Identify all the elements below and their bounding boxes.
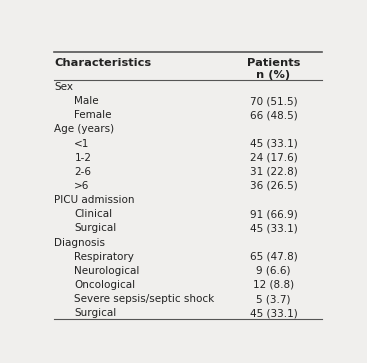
Text: Diagnosis: Diagnosis <box>54 237 105 248</box>
Text: 91 (66.9): 91 (66.9) <box>250 209 297 219</box>
Text: 5 (3.7): 5 (3.7) <box>256 294 291 304</box>
Text: Patients: Patients <box>247 57 300 68</box>
Text: 24 (17.6): 24 (17.6) <box>250 153 297 163</box>
Text: Respiratory: Respiratory <box>74 252 134 262</box>
Text: 31 (22.8): 31 (22.8) <box>250 167 297 177</box>
Text: n (%): n (%) <box>257 70 290 80</box>
Text: 45 (33.1): 45 (33.1) <box>250 139 297 148</box>
Text: 45 (33.1): 45 (33.1) <box>250 308 297 318</box>
Text: Female: Female <box>74 110 112 120</box>
Text: Age (years): Age (years) <box>54 125 115 134</box>
Text: 12 (8.8): 12 (8.8) <box>253 280 294 290</box>
Text: 66 (48.5): 66 (48.5) <box>250 110 297 120</box>
Text: Neurological: Neurological <box>74 266 140 276</box>
Text: 2-6: 2-6 <box>74 167 91 177</box>
Text: 45 (33.1): 45 (33.1) <box>250 223 297 233</box>
Text: PICU admission: PICU admission <box>54 195 135 205</box>
Text: Clinical: Clinical <box>74 209 112 219</box>
Text: Oncological: Oncological <box>74 280 135 290</box>
Text: >6: >6 <box>74 181 90 191</box>
Text: Surgical: Surgical <box>74 223 117 233</box>
Text: Male: Male <box>74 96 99 106</box>
Text: 9 (6.6): 9 (6.6) <box>256 266 291 276</box>
Text: <1: <1 <box>74 139 90 148</box>
Text: 65 (47.8): 65 (47.8) <box>250 252 297 262</box>
Text: 70 (51.5): 70 (51.5) <box>250 96 297 106</box>
Text: Sex: Sex <box>54 82 73 92</box>
Text: 36 (26.5): 36 (26.5) <box>250 181 297 191</box>
Text: Surgical: Surgical <box>74 308 117 318</box>
Text: Severe sepsis/septic shock: Severe sepsis/septic shock <box>74 294 215 304</box>
Text: Characteristics: Characteristics <box>54 58 152 68</box>
Text: 1-2: 1-2 <box>74 153 91 163</box>
